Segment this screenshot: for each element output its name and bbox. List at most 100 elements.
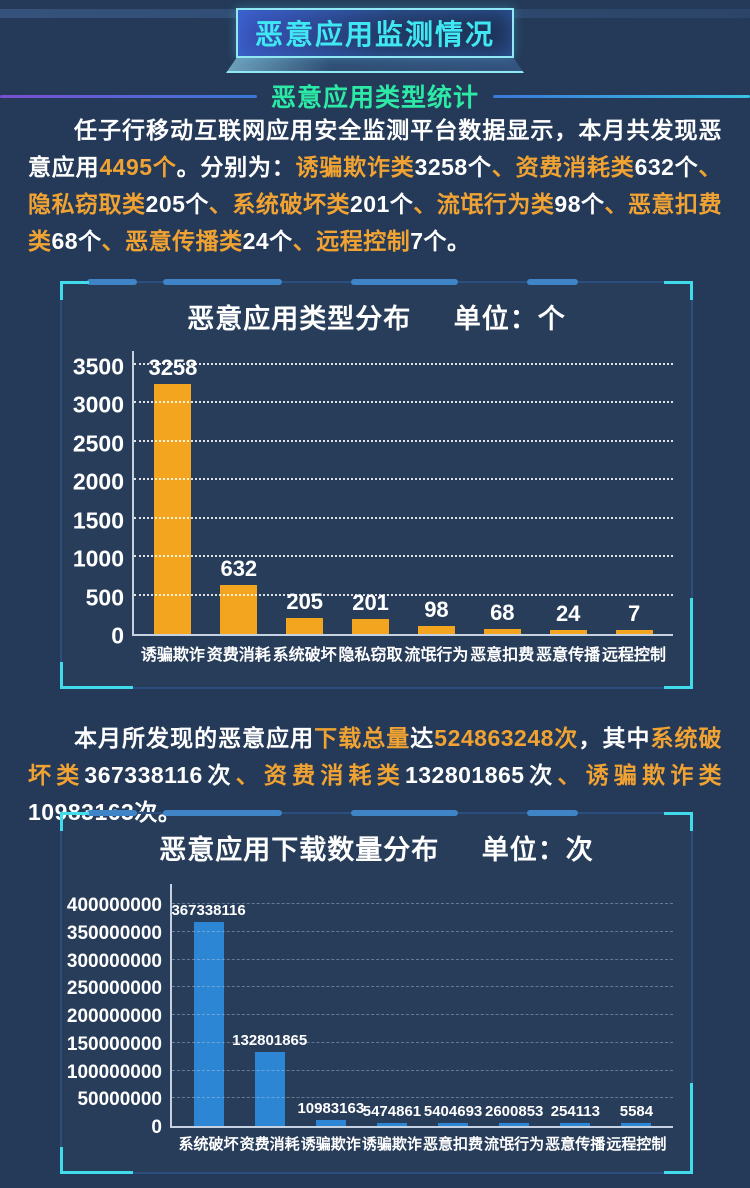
bar-column: 68	[469, 351, 535, 634]
frame-top-dash	[87, 279, 138, 285]
frame-top-dash	[87, 810, 138, 816]
y-axis-tick-label: 0	[111, 622, 124, 649]
bar-value-label: 24	[555, 601, 581, 626]
gridline	[134, 363, 673, 365]
bar-value-label: 5584	[619, 1103, 654, 1120]
chart-title: 恶意应用下载数量分布	[159, 835, 440, 865]
highlighted-text: 、隐私窃取类	[28, 154, 723, 217]
bar-column: 24	[535, 351, 601, 634]
bar	[483, 628, 521, 634]
bars-container: 367338116 132801865 10983163 5474861 5404693…	[171, 884, 673, 1126]
body-text: 132801865次	[404, 762, 558, 788]
y-axis-tick-label: 0	[151, 1117, 162, 1138]
bar-column: 98	[404, 351, 470, 634]
x-axis-label: 系统破坏	[178, 1136, 239, 1153]
gridline	[134, 593, 673, 596]
x-axis-label: 恶意扣费	[470, 647, 535, 664]
x-axis-labels: 诱骗欺诈 资费消耗 系统破坏 隐私窃取 流氓行为 恶意扣费 恶意传播 远程控制	[134, 641, 673, 665]
highlighted-text: 、远程控制	[292, 228, 411, 254]
banner: 恶意应用监测情况	[226, 8, 524, 73]
x-axis-label: 诱骗欺诈	[140, 647, 205, 664]
y-axis: 400000000 350000000 300000000 250000000 2000…	[66, 884, 170, 1138]
bar-column: 5584	[606, 884, 667, 1126]
highlighted-text: 、诱骗欺诈类	[557, 762, 723, 788]
summary-paragraph-downloads: 本月所发现的恶意应用下载总量达524863248次，其中系统破坏类3673381…	[28, 720, 722, 831]
y-axis-tick-label: 100000000	[66, 1061, 162, 1083]
body-text: 367338116次	[84, 762, 236, 788]
x-axis-label: 远程控制	[606, 1136, 667, 1153]
gridline	[172, 1014, 673, 1015]
body-text: 任子行移动互联网应用安全监测平台数据显示，本月共发现恶意应用	[28, 117, 722, 180]
bar-value-label: 632	[220, 556, 258, 582]
body-text: 3258个	[414, 154, 492, 180]
bar-column: 201	[338, 351, 404, 634]
highlighted-text: 、流氓行为类	[413, 191, 555, 217]
bar-column: 632	[206, 351, 272, 634]
x-axis-label: 流氓行为	[404, 647, 469, 664]
gridline	[172, 958, 673, 960]
x-axis-row: 诱骗欺诈 资费消耗 系统破坏 隐私窃取 流氓行为 恶意扣费 恶意传播 远程控制	[70, 641, 673, 665]
y-axis-tick-label: 500	[85, 584, 124, 611]
frame-corner-bracket	[664, 812, 693, 831]
y-axis-tick-label: 200000000	[66, 1006, 162, 1027]
bar-value-label: 3258	[148, 354, 198, 380]
bar	[376, 1122, 407, 1126]
y-axis-tick-label: 2000	[72, 468, 124, 495]
body-text: 205个	[145, 191, 209, 217]
highlighted-text: 、恶意扣费类	[28, 191, 723, 254]
y-axis-tick-label: 400000000	[66, 895, 162, 916]
gridline	[172, 930, 673, 932]
frame-top-dash	[527, 810, 578, 816]
bar-column: 2600853	[484, 884, 545, 1126]
bar-value-label: 5404693	[423, 1103, 483, 1120]
highlighted-text: 诱骗欺诈类	[295, 154, 415, 180]
chart-title-row: 恶意应用下载数量分布 单位：次	[62, 832, 691, 868]
body-text: 201个	[349, 191, 414, 217]
body-text: 632个	[634, 154, 699, 180]
bar-column: 132801865	[232, 884, 307, 1126]
gridline	[172, 903, 673, 904]
banner-face: 恶意应用监测情况	[236, 8, 514, 58]
bar	[254, 1052, 285, 1126]
bar-column: 205	[272, 351, 338, 634]
body-text: 24个	[242, 228, 293, 254]
y-axis-tick-label: 50000000	[77, 1089, 162, 1111]
bar-column: 5404693	[423, 884, 484, 1126]
chart-frame-malicious-types: 恶意应用类型分布 单位：个 3500 3000 2500 2000 1500 1000 50…	[60, 279, 693, 689]
x-axis-label: 恶意扣费	[423, 1136, 484, 1153]
frame-top-dash	[527, 279, 578, 285]
plot-area: 367338116 132801865 10983163 5474861 5404693…	[170, 884, 673, 1128]
bar	[417, 626, 455, 634]
section-title: 恶意应用类型统计	[271, 84, 480, 112]
bar	[549, 630, 587, 634]
body-text: 98个	[554, 191, 605, 217]
bar-value-label: 367338116	[171, 902, 246, 920]
x-axis-label: 恶意传播	[536, 647, 601, 664]
frame-corner-bracket	[60, 662, 133, 689]
y-axis: 3500 3000 2500 2000 1500 1000 500 0	[70, 351, 132, 649]
chart-title: 恶意应用类型分布	[187, 304, 412, 334]
highlighted-text: 524863248次	[434, 725, 579, 751]
x-axis-spacer	[70, 641, 134, 665]
chart-body: 400000000 350000000 300000000 250000000 2000…	[66, 884, 673, 1138]
x-axis-label: 诱骗欺诈	[300, 1136, 361, 1153]
body-text: 本月所发现的恶意应用	[74, 725, 315, 751]
y-axis-tick-label: 150000000	[66, 1033, 162, 1055]
frame-top-dash	[351, 279, 459, 285]
gridline	[172, 1041, 673, 1043]
x-axis-label: 隐私窃取	[338, 647, 403, 664]
gridline	[134, 401, 673, 404]
bar	[352, 618, 390, 634]
chart-unit-label: 单位：个	[453, 304, 566, 334]
plot-area: 3258 632 205 201 98 68 24 7	[132, 351, 673, 636]
bars-container: 3258 632 205 201 98 68 24 7	[134, 351, 673, 634]
gridline	[172, 1069, 673, 1071]
bar	[499, 1123, 530, 1126]
bar-value-label: 2600853	[484, 1103, 544, 1120]
body-text: 7个。	[410, 228, 471, 254]
bar	[621, 1123, 652, 1126]
highlighted-text: 系统破坏类	[28, 725, 723, 788]
x-axis-labels: 系统破坏 资费消耗 诱骗欺诈 诱骗欺诈 恶意扣费 流氓行为 恶意传播 远程控制	[172, 1133, 673, 1154]
summary-paragraph-types: 任子行移动互联网应用安全监测平台数据显示，本月共发现恶意应用4495个。分别为：…	[28, 112, 722, 260]
